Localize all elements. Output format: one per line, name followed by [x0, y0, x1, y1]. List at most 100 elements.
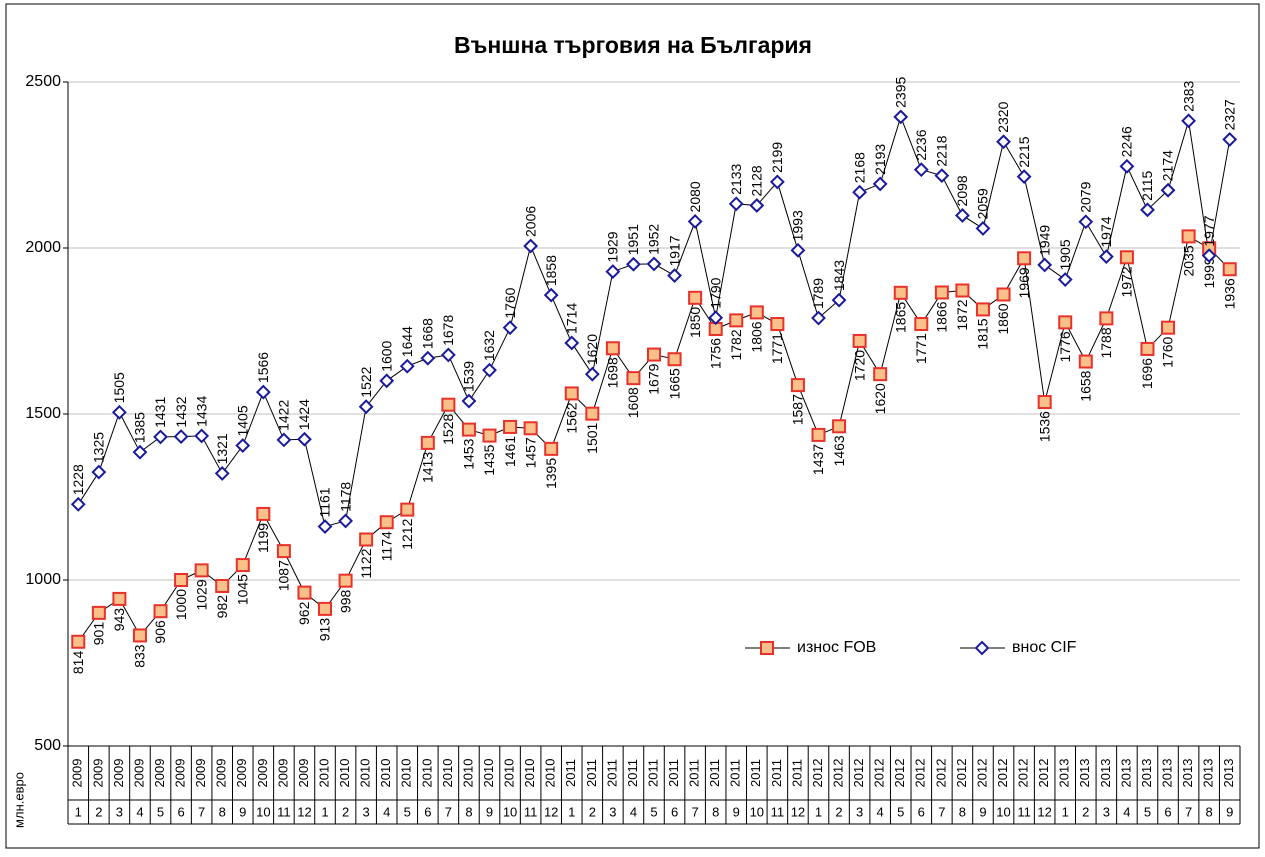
x-tick-month: 12: [544, 804, 558, 819]
x-tick-year: 2010: [502, 759, 517, 788]
x-tick-month: 10: [996, 804, 1010, 819]
data-point: [276, 544, 291, 559]
x-tick-month: 6: [918, 804, 925, 819]
x-tick-month: 12: [1037, 804, 1051, 819]
x-tick-month: 12: [297, 804, 311, 819]
x-tick-year: 2011: [748, 759, 763, 787]
x-tick-month: 11: [277, 804, 291, 819]
data-label: 1539: [461, 361, 477, 392]
data-label: 1858: [543, 255, 559, 286]
data-point: [913, 162, 929, 178]
data-label: 1696: [1139, 358, 1155, 389]
data-label: 1679: [646, 363, 662, 394]
data-label: 2080: [687, 181, 703, 212]
data-label: 1698: [605, 357, 621, 388]
x-tick-month: 2: [589, 804, 596, 819]
data-point: [173, 429, 189, 444]
data-point: [1099, 311, 1114, 326]
data-point: [749, 305, 764, 320]
data-label: 1815: [975, 318, 991, 349]
legend-marker: [974, 640, 990, 656]
y-tick-label: 1500: [25, 405, 61, 422]
data-point: [1181, 229, 1196, 244]
x-tick-year: 2010: [378, 759, 393, 788]
chart-title: Външна търговия на България: [454, 32, 812, 58]
data-point: [91, 464, 107, 480]
x-tick-year: 2012: [995, 759, 1010, 788]
data-label: 2174: [1160, 150, 1176, 181]
data-point: [934, 168, 950, 184]
x-tick-month: 3: [609, 804, 616, 819]
data-point: [70, 496, 86, 512]
data-label: 1501: [584, 422, 600, 453]
x-tick-year: 2013: [1077, 759, 1092, 788]
data-label: 1321: [214, 433, 230, 464]
data-point: [831, 292, 847, 308]
data-point: [1098, 249, 1114, 265]
data-label: 1457: [522, 437, 538, 468]
data-label: 833: [132, 644, 148, 668]
data-label: 2128: [749, 165, 765, 196]
data-point: [1058, 315, 1073, 330]
x-tick-year: 2013: [1139, 759, 1154, 788]
x-tick-year: 2009: [111, 759, 126, 788]
data-label: 1212: [399, 518, 415, 549]
x-tick-year: 2011: [584, 759, 599, 787]
data-point: [1119, 158, 1135, 174]
data-point: [1160, 182, 1176, 198]
x-tick-month: 10: [503, 804, 517, 819]
x-tick-year: 2009: [193, 759, 208, 788]
data-point: [441, 397, 456, 412]
data-point: [729, 313, 744, 328]
data-label: 1000: [173, 589, 189, 620]
data-point: [256, 506, 271, 521]
data-label: 1949: [1036, 225, 1052, 256]
data-label: 1029: [193, 579, 209, 610]
data-label: 2193: [872, 144, 888, 175]
data-label: 1917: [666, 235, 682, 266]
x-tick-month: 2: [95, 804, 102, 819]
x-tick-year: 2012: [954, 759, 969, 788]
x-tick-year: 2009: [255, 759, 270, 788]
data-label: 1536: [1036, 411, 1052, 442]
data-label: 2383: [1180, 80, 1196, 111]
data-label: 1199: [255, 523, 271, 553]
x-tick-year: 2012: [892, 759, 907, 788]
data-label: 1632: [481, 330, 497, 361]
x-tick-year: 2012: [830, 759, 845, 788]
data-label: 2168: [851, 152, 867, 183]
x-tick-month: 7: [198, 804, 205, 819]
data-point: [996, 134, 1011, 150]
x-tick-month: 9: [486, 804, 493, 819]
x-tick-month: 2: [835, 804, 842, 819]
data-label: 1562: [563, 402, 579, 433]
data-point: [1017, 251, 1032, 266]
x-tick-year: 2011: [645, 759, 660, 787]
x-tick-year: 2013: [1180, 759, 1195, 788]
legend-label: внос CIF: [1012, 639, 1077, 656]
data-point: [379, 515, 394, 530]
data-point: [749, 198, 765, 213]
data-label: 1644: [399, 326, 415, 357]
x-tick-month: 7: [1185, 804, 1192, 819]
x-tick-month: 11: [771, 804, 785, 819]
data-point: [440, 347, 456, 363]
x-tick-month: 7: [445, 804, 452, 819]
data-label: 982: [214, 595, 230, 619]
data-label: 1453: [461, 438, 477, 469]
data-point: [153, 429, 168, 445]
data-point: [194, 563, 209, 578]
data-point: [111, 404, 127, 420]
data-label: 1437: [810, 444, 826, 475]
x-tick-year: 2010: [460, 759, 475, 788]
data-label: 1178: [337, 482, 353, 512]
data-label: 1782: [728, 329, 744, 360]
data-label: 1325: [91, 432, 107, 463]
data-point: [769, 174, 785, 190]
data-label: 1788: [1098, 327, 1114, 358]
frame: [5, 3, 1260, 849]
x-tick-month: 8: [219, 804, 226, 819]
data-label: 2133: [728, 163, 744, 194]
x-tick-year: 2009: [234, 759, 249, 788]
y-tick-label: 500: [34, 737, 61, 754]
